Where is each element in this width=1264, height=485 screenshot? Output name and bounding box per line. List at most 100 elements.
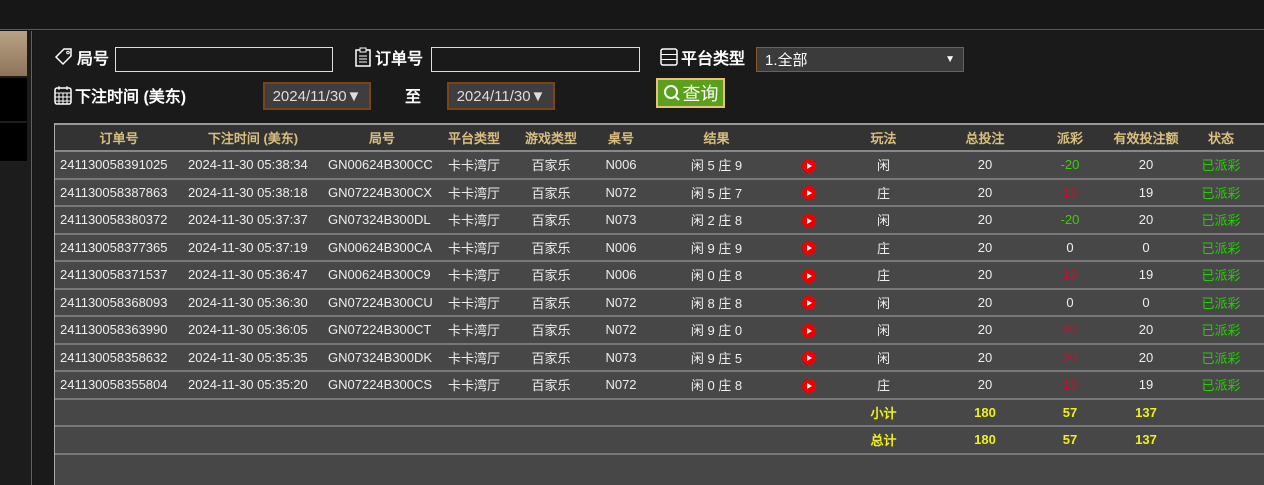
play-video-button[interactable]: [786, 371, 831, 400]
cell-platform: 卡卡湾厅: [441, 178, 507, 207]
cell-game: 百家乐: [507, 178, 595, 207]
cell-bet: 20: [936, 316, 1034, 345]
cell-status: 已派彩: [1186, 371, 1256, 400]
order-input[interactable]: [431, 47, 640, 72]
table-row[interactable]: 241130058355804 2024-11-30 05:35:20 GN0722…: [55, 371, 1264, 400]
column-header: 订单号: [55, 123, 183, 152]
play-icon[interactable]: [801, 378, 816, 393]
cell-order: 241130058371537: [55, 261, 183, 290]
cell-round: GN00624B300CC: [323, 151, 441, 180]
round-input[interactable]: [115, 47, 333, 72]
cell-play: 闲: [831, 343, 936, 372]
cell-valid: 20: [1106, 206, 1186, 235]
total-label: 总计: [831, 426, 936, 455]
platform-select[interactable]: 1.全部 ▼: [756, 47, 964, 72]
play-video-button[interactable]: [786, 261, 831, 290]
play-icon[interactable]: [801, 268, 816, 283]
table-row[interactable]: 241130058387863 2024-11-30 05:38:18 GN0722…: [55, 178, 1264, 207]
cell-result: 闲 9 庄 9: [647, 233, 786, 262]
cell-valid: 19: [1106, 178, 1186, 207]
cell-order: 241130058380372: [55, 206, 183, 235]
table-row[interactable]: 241130058363990 2024-11-30 05:36:05 GN0722…: [55, 316, 1264, 345]
total-valid: 137: [1106, 426, 1186, 455]
date-to-picker[interactable]: 2024/11/30▼: [447, 82, 555, 110]
play-icon[interactable]: [801, 158, 816, 173]
cell-game: 百家乐: [507, 343, 595, 372]
cell-time: 2024-11-30 05:35:20: [183, 371, 323, 400]
play-icon[interactable]: [801, 213, 816, 228]
cell-valid: 20: [1106, 316, 1186, 345]
cell-status: 已派彩: [1186, 151, 1256, 180]
table-row[interactable]: 241130058368093 2024-11-30 05:36:30 GN0722…: [55, 288, 1264, 317]
cell-play: 闲: [831, 288, 936, 317]
play-icon[interactable]: [801, 241, 816, 256]
cell-result: 闲 9 庄 5: [647, 343, 786, 372]
cell-result: 闲 9 庄 0: [647, 316, 786, 345]
query-button[interactable]: 查询: [656, 78, 725, 108]
cell-payout: -20: [1034, 151, 1106, 180]
cell-table: N072: [595, 178, 647, 207]
sidebar-item[interactable]: [0, 123, 27, 161]
cell-valid: 19: [1106, 371, 1186, 400]
cell-round: GN07224B300CX: [323, 178, 441, 207]
cell-payout: 20: [1034, 316, 1106, 345]
cell-platform: 卡卡湾厅: [441, 206, 507, 235]
column-header: 桌号: [595, 123, 647, 152]
cell-payout: 19: [1034, 261, 1106, 290]
sidebar-item[interactable]: [0, 78, 27, 121]
table-row[interactable]: 241130058371537 2024-11-30 05:36:47 GN0062…: [55, 261, 1264, 290]
cell-payout: -20: [1034, 206, 1106, 235]
cell-play: 庄: [831, 178, 936, 207]
cell-payout: 20: [1034, 343, 1106, 372]
cell-table: N072: [595, 316, 647, 345]
cell-platform: 卡卡湾厅: [441, 233, 507, 262]
play-video-button[interactable]: [786, 178, 831, 207]
column-header: 下注时间 (美东): [183, 123, 323, 152]
play-icon[interactable]: [801, 323, 816, 338]
cell-table: N006: [595, 151, 647, 180]
cell-result: 闲 2 庄 8: [647, 206, 786, 235]
column-header: 状态: [1186, 123, 1256, 152]
cell-time: 2024-11-30 05:37:37: [183, 206, 323, 235]
cell-time: 2024-11-30 05:38:18: [183, 178, 323, 207]
cell-round: GN07224B300CS: [323, 371, 441, 400]
cell-time: 2024-11-30 05:36:05: [183, 316, 323, 345]
cell-bet: 20: [936, 206, 1034, 235]
play-icon[interactable]: [801, 296, 816, 311]
cell-round: GN00624B300CA: [323, 233, 441, 262]
cell-platform: 卡卡湾厅: [441, 261, 507, 290]
play-video-button[interactable]: [786, 233, 831, 262]
sidebar-active-tab[interactable]: [0, 31, 27, 76]
table-row[interactable]: 241130058391025 2024-11-30 05:38:34 GN0062…: [55, 151, 1264, 180]
play-video-button[interactable]: [786, 288, 831, 317]
cell-table: N073: [595, 343, 647, 372]
table-row[interactable]: 241130058380372 2024-11-30 05:37:37 GN0732…: [55, 206, 1264, 235]
date-from-picker[interactable]: 2024/11/30▼: [263, 82, 371, 110]
cell-round: GN07324B300DK: [323, 343, 441, 372]
cell-table: N072: [595, 371, 647, 400]
calendar-icon: [54, 86, 72, 105]
play-video-button[interactable]: [786, 206, 831, 235]
table-row[interactable]: 241130058377365 2024-11-30 05:37:19 GN0062…: [55, 233, 1264, 262]
cell-time: 2024-11-30 05:35:35: [183, 343, 323, 372]
cell-round: GN07324B300DL: [323, 206, 441, 235]
play-video-button[interactable]: [786, 316, 831, 345]
cell-payout: 19: [1034, 371, 1106, 400]
cell-platform: 卡卡湾厅: [441, 316, 507, 345]
play-icon[interactable]: [801, 351, 816, 366]
chevron-down-icon: ▼: [945, 54, 955, 65]
table-row[interactable]: 241130058358632 2024-11-30 05:35:35 GN0732…: [55, 343, 1264, 372]
cell-play: 庄: [831, 261, 936, 290]
cell-payout: 19: [1034, 178, 1106, 207]
cell-bet: 20: [936, 288, 1034, 317]
cell-bet: 20: [936, 151, 1034, 180]
subtotal-label: 小计: [831, 398, 936, 427]
play-icon[interactable]: [801, 186, 816, 201]
play-video-button[interactable]: [786, 343, 831, 372]
tag-icon: [54, 48, 72, 66]
cell-platform: 卡卡湾厅: [441, 371, 507, 400]
column-header: 结果: [647, 123, 786, 152]
orders-table: 订单号 下注时间 (美东) 局号 平台类型 游戏类型 桌号 结果 玩法 总投注 派彩 有效投注额 状态…: [54, 123, 1264, 485]
subtotal-valid: 137: [1106, 398, 1186, 427]
play-video-button[interactable]: [786, 151, 831, 180]
